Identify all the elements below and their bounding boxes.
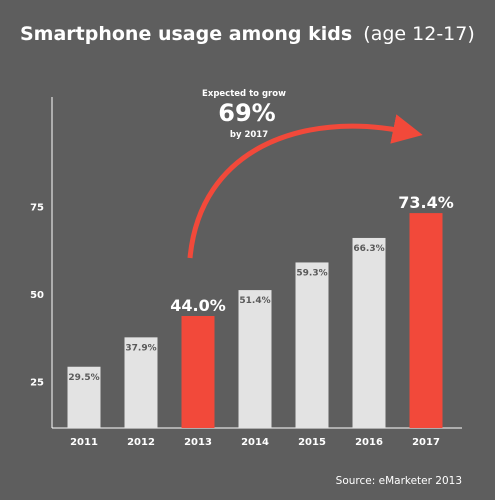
source-note: Source: eMarketer 2013 [336,475,462,487]
value-label-2012: 37.9% [125,343,156,353]
value-label-2014: 51.4% [239,296,270,306]
value-label-2015: 59.3% [296,268,327,278]
x-tick-label-2011: 2011 [70,437,98,448]
x-tick-labels: 2011 2012 2013 2014 2015 2016 2017 [70,437,440,448]
y-tick-label: 50 [30,290,44,301]
x-tick-label-2015: 2015 [298,437,326,448]
annotation-line3: by 2017 [230,130,268,140]
annotation-value: 69% [218,99,275,127]
value-label-2013: 44.0% [170,296,226,315]
bar-2015 [295,262,329,428]
x-tick-label-2017: 2017 [412,437,440,448]
annotation-line1: Expected to grow [202,89,286,99]
bar-2014 [238,290,272,428]
x-tick-label-2014: 2014 [241,437,269,448]
x-tick-label-2012: 2012 [127,437,155,448]
bar-2011 [67,366,101,428]
bars [67,213,443,428]
bar-2013 [181,316,215,428]
growth-arrow [187,114,423,259]
bar-2012 [124,337,158,428]
chart-subtitle: (age 12-17) [363,23,474,45]
x-tick-label-2013: 2013 [184,437,212,448]
y-tick-label: 75 [30,203,44,214]
bar-2017 [409,213,443,428]
bar-2016 [352,237,386,428]
chart-title-group: Smartphone usage among kids (age 12-17) [20,23,475,45]
value-labels: 29.5% 37.9% 44.0% 51.4% 59.3% 66.3% 73.4% [68,193,453,383]
value-label-2016: 66.3% [353,244,384,254]
value-label-2011: 29.5% [68,373,99,383]
x-tick-label-2016: 2016 [355,437,383,448]
y-tick-labels: 25 50 75 [30,203,44,389]
chart-title: Smartphone usage among kids [20,23,352,45]
value-label-2017: 73.4% [398,193,454,212]
y-tick-label: 25 [30,378,44,389]
